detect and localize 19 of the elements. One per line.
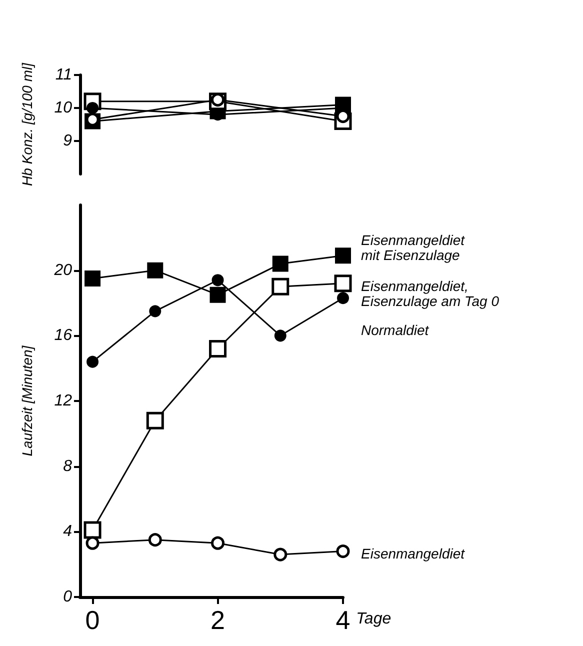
y-tick-label: 9 bbox=[63, 132, 72, 150]
y-axis-title: Hb Konz. [g/100 ml] bbox=[19, 62, 35, 186]
y-tick-label: 16 bbox=[54, 327, 72, 344]
y-tick-label: 0 bbox=[63, 588, 72, 606]
x-tick-label: 2 bbox=[210, 605, 225, 635]
x-tick-label: 0 bbox=[85, 605, 100, 635]
y-tick-label: 4 bbox=[63, 523, 72, 540]
y-tick-label: 11 bbox=[55, 66, 72, 84]
y-axis-title: Laufzeit [Minuten] bbox=[19, 344, 35, 456]
y-tick-label: 10 bbox=[54, 100, 72, 116]
series-label: Eisenmangeldiet mit Eisenzulage bbox=[361, 232, 468, 264]
series-label: Eisenmangeldiet, Eisenzulage am Tag 0 bbox=[361, 278, 500, 309]
y-tick-label: 12 bbox=[54, 392, 72, 410]
x-axis-title: Tage bbox=[356, 610, 392, 628]
x-tick-label: 4 bbox=[336, 605, 350, 635]
y-tick-label: 20 bbox=[53, 262, 72, 279]
series-label: Normaldiet bbox=[361, 322, 430, 338]
series-label: Eisenmangeldiet bbox=[361, 545, 466, 562]
y-tick-label: 8 bbox=[63, 458, 72, 475]
